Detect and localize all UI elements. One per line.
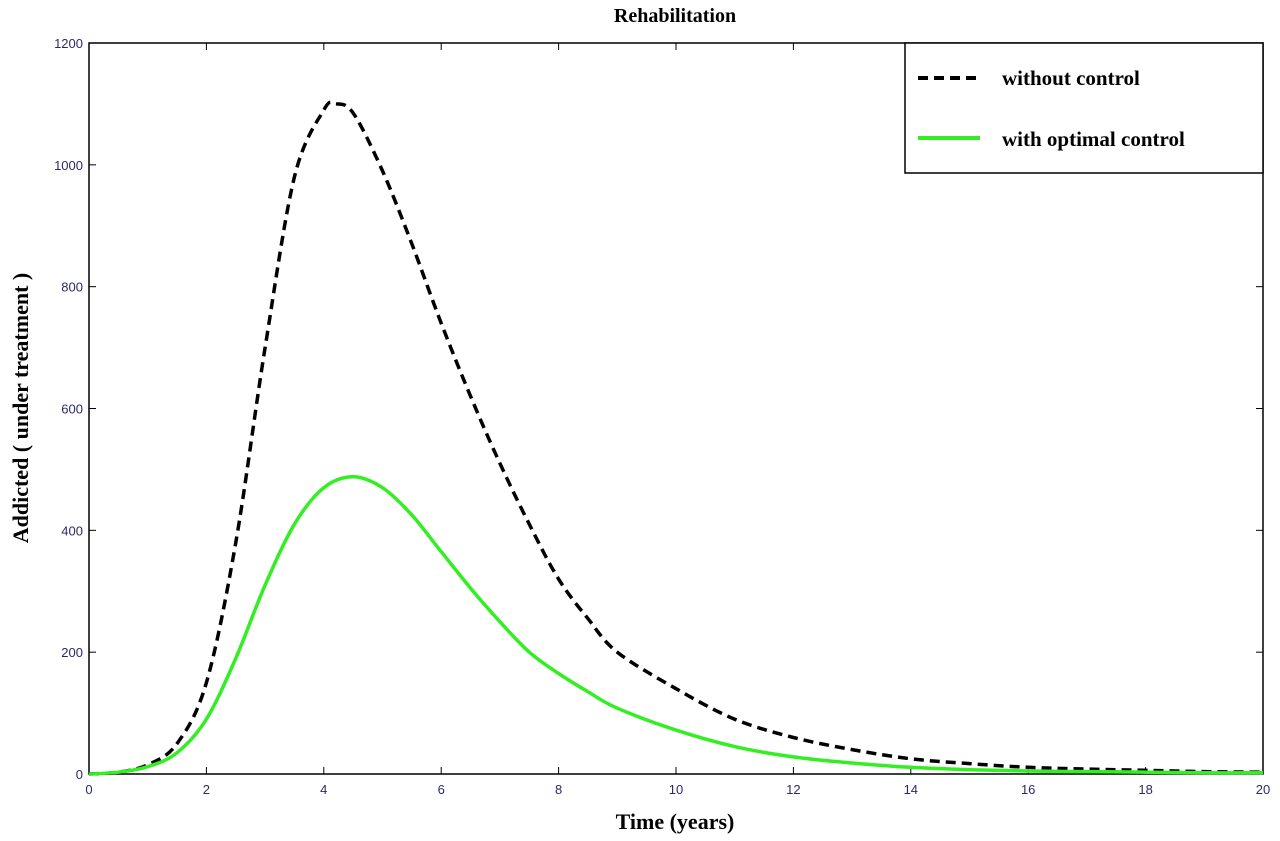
legend-label-without-control: without control xyxy=(1002,66,1140,90)
legend: without control with optimal control xyxy=(904,42,1264,174)
series-layer xyxy=(88,100,1264,776)
series-line-with-optimal-control xyxy=(88,474,1264,776)
x-tick-label: 6 xyxy=(438,782,445,797)
series-line-without-control xyxy=(88,100,1264,776)
x-tick-label: 16 xyxy=(1021,782,1035,797)
y-tick-label: 1200 xyxy=(54,36,83,51)
x-tick-label: 8 xyxy=(555,782,562,797)
x-tick-label: 18 xyxy=(1138,782,1152,797)
legend-label-with-optimal-control: with optimal control xyxy=(1002,127,1185,151)
x-tick-label: 12 xyxy=(786,782,800,797)
y-tick-label: 400 xyxy=(61,523,83,538)
x-tick-label: 20 xyxy=(1256,782,1270,797)
x-tick-label: 14 xyxy=(904,782,918,797)
x-tick-label: 0 xyxy=(85,782,92,797)
y-tick-label: 200 xyxy=(61,645,83,660)
y-tick-label: 0 xyxy=(76,767,83,782)
y-tick-label: 600 xyxy=(61,402,83,417)
x-tick-label: 2 xyxy=(203,782,210,797)
legend-box xyxy=(904,42,1264,174)
x-tick-label: 10 xyxy=(669,782,683,797)
y-tick-label: 1000 xyxy=(54,158,83,173)
x-tick-label: 4 xyxy=(320,782,327,797)
y-axis-label: Addicted ( under treatment ) xyxy=(8,273,33,544)
y-tick-label: 800 xyxy=(61,280,83,295)
x-axis-label: Time (years) xyxy=(616,809,735,834)
chart-title: Rehabilitation xyxy=(614,5,736,27)
